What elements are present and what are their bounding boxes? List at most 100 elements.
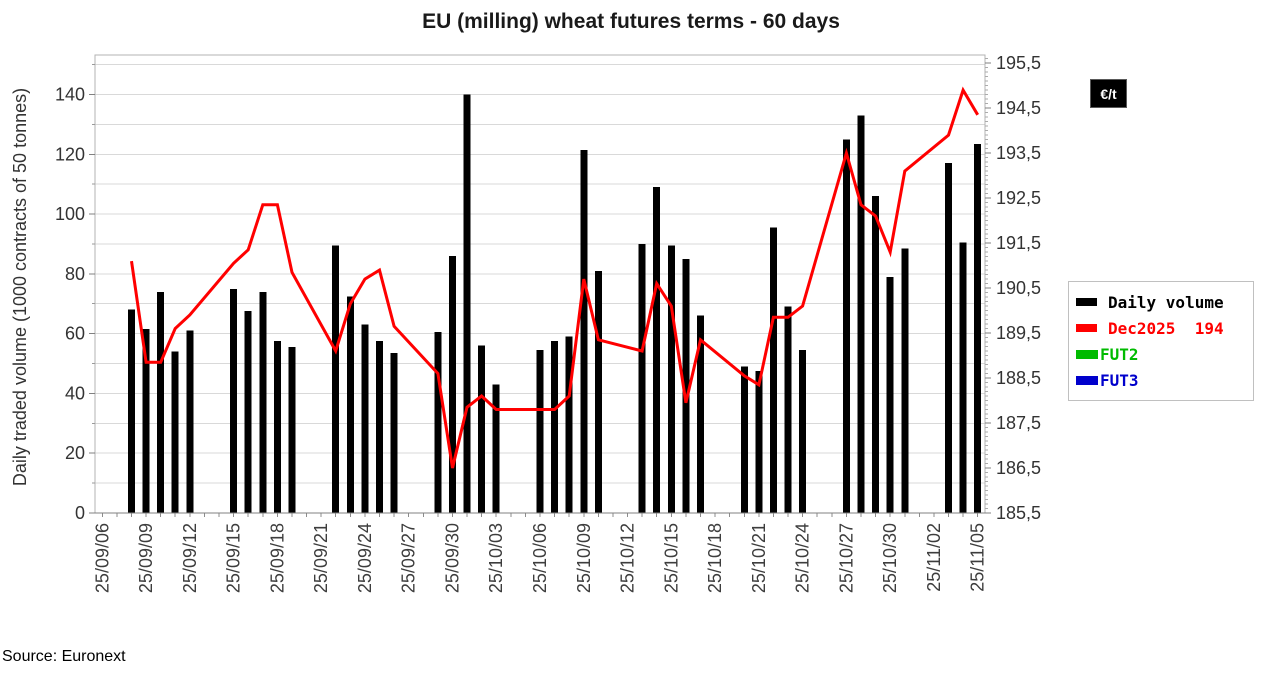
volume-bar xyxy=(580,149,588,514)
volume-bar xyxy=(594,270,602,513)
left-tick-label: 100 xyxy=(55,204,85,224)
right-tick-label: 186,5 xyxy=(996,458,1041,478)
legend-item-fut2: FUT2 xyxy=(1076,341,1249,367)
volume-bar xyxy=(842,139,850,514)
right-tick-label: 195,5 xyxy=(996,53,1041,73)
volume-bar xyxy=(901,248,909,513)
x-tick-label: 25/10/15 xyxy=(661,523,681,593)
volume-bar xyxy=(288,347,296,513)
left-tick-label: 0 xyxy=(75,503,85,523)
left-tick-label: 120 xyxy=(55,144,85,164)
legend-label: FUT3 xyxy=(1100,370,1139,390)
x-tick-label: 25/09/09 xyxy=(136,523,156,593)
volume-bar xyxy=(886,276,894,513)
left-tick-label: 20 xyxy=(65,443,85,463)
volume-bar xyxy=(755,371,763,513)
source-attribution: Source: Euronext xyxy=(2,648,126,665)
volume-bar xyxy=(171,351,179,513)
volume-bar xyxy=(128,309,135,513)
right-tick-label: 188,5 xyxy=(996,368,1041,388)
volume-bar xyxy=(769,227,777,513)
legend-swatch-dec2025 xyxy=(1076,324,1097,332)
x-tick-label: 25/10/30 xyxy=(880,523,900,593)
volume-bar xyxy=(244,311,252,513)
right-tick-label: 185,5 xyxy=(996,503,1041,523)
volume-bar xyxy=(638,243,646,513)
volume-bar xyxy=(259,291,267,513)
unit-badge: €/t xyxy=(1090,79,1127,108)
legend-swatch-fut2 xyxy=(1076,349,1098,359)
x-tick-label: 25/10/09 xyxy=(574,523,594,593)
volume-bar xyxy=(390,353,398,513)
volume-bar xyxy=(361,324,369,513)
x-tick-label: 25/09/12 xyxy=(180,523,200,593)
volume-bar xyxy=(536,350,544,513)
volume-bar xyxy=(565,336,573,513)
chart-title: EU (milling) wheat futures terms - 60 da… xyxy=(422,10,840,33)
right-tick-label: 190,5 xyxy=(996,278,1041,298)
volume-bar xyxy=(449,255,456,513)
volume-bar xyxy=(230,288,238,513)
right-tick-label: 189,5 xyxy=(996,323,1041,343)
x-tick-label: 25/10/27 xyxy=(836,523,856,593)
x-tick-label: 25/09/06 xyxy=(92,523,112,593)
x-tick-label: 25/10/12 xyxy=(618,523,638,593)
x-tick-label: 25/11/05 xyxy=(968,523,988,592)
x-tick-label: 25/10/03 xyxy=(486,523,506,593)
volume-bar xyxy=(492,384,500,513)
legend-item-dec2025: Dec2025 194 xyxy=(1076,315,1249,341)
volume-bar xyxy=(740,366,748,513)
volume-bar xyxy=(186,330,194,513)
x-tick-label: 25/10/21 xyxy=(749,523,769,593)
volume-bar xyxy=(434,332,442,513)
x-tick-label: 25/10/18 xyxy=(705,523,725,593)
left-tick-label: 40 xyxy=(65,383,85,403)
x-tick-label: 25/09/21 xyxy=(311,523,331,593)
volume-bar xyxy=(157,291,165,513)
volume-bar xyxy=(142,329,150,513)
legend-item-daily-volume: Daily volume xyxy=(1076,289,1249,315)
left-tick-label: 140 xyxy=(55,84,85,104)
volume-bar xyxy=(799,350,807,513)
price-line-dec2025 xyxy=(130,86,979,469)
right-tick-label: 192,5 xyxy=(996,188,1041,208)
x-tick-label: 25/09/30 xyxy=(443,523,463,593)
volume-bar xyxy=(551,341,559,513)
legend-label: Dec2025 194 xyxy=(1108,318,1224,338)
volume-bar xyxy=(376,341,383,513)
volume-bar xyxy=(478,345,486,513)
volume-bar xyxy=(332,245,340,513)
right-tick-label: 194,5 xyxy=(996,98,1041,118)
left-tick-label: 80 xyxy=(65,264,85,284)
x-tick-label: 25/09/27 xyxy=(399,523,419,593)
right-tick-label: 191,5 xyxy=(996,233,1041,253)
legend-item-fut3: FUT3 xyxy=(1076,367,1249,393)
volume-bar xyxy=(653,187,661,513)
x-tick-label: 25/09/15 xyxy=(224,523,244,593)
legend-swatch-fut3 xyxy=(1076,375,1098,385)
x-tick-label: 25/09/18 xyxy=(267,523,287,593)
volume-bar xyxy=(463,94,471,513)
volume-bar xyxy=(784,306,792,513)
right-tick-label: 187,5 xyxy=(996,413,1041,433)
legend: Daily volume Dec2025 194 FUT2 FUT3 xyxy=(1068,281,1254,401)
left-tick-label: 60 xyxy=(65,324,85,344)
volume-bar xyxy=(945,163,952,513)
legend-swatch-daily-volume xyxy=(1076,298,1097,306)
volume-bar xyxy=(857,115,865,514)
x-tick-label: 25/11/02 xyxy=(924,523,944,592)
legend-label: FUT2 xyxy=(1100,344,1139,364)
x-tick-label: 25/09/24 xyxy=(355,523,375,593)
legend-label: Daily volume xyxy=(1108,292,1224,312)
volume-bar xyxy=(273,341,281,513)
x-tick-label: 25/10/24 xyxy=(793,523,813,593)
volume-bar xyxy=(346,296,354,513)
volume-bar xyxy=(667,245,675,513)
right-tick-label: 193,5 xyxy=(996,143,1041,163)
volume-bar xyxy=(697,315,704,513)
volume-bar xyxy=(682,258,690,513)
volume-bar xyxy=(959,242,967,513)
volume-bar xyxy=(974,143,982,514)
